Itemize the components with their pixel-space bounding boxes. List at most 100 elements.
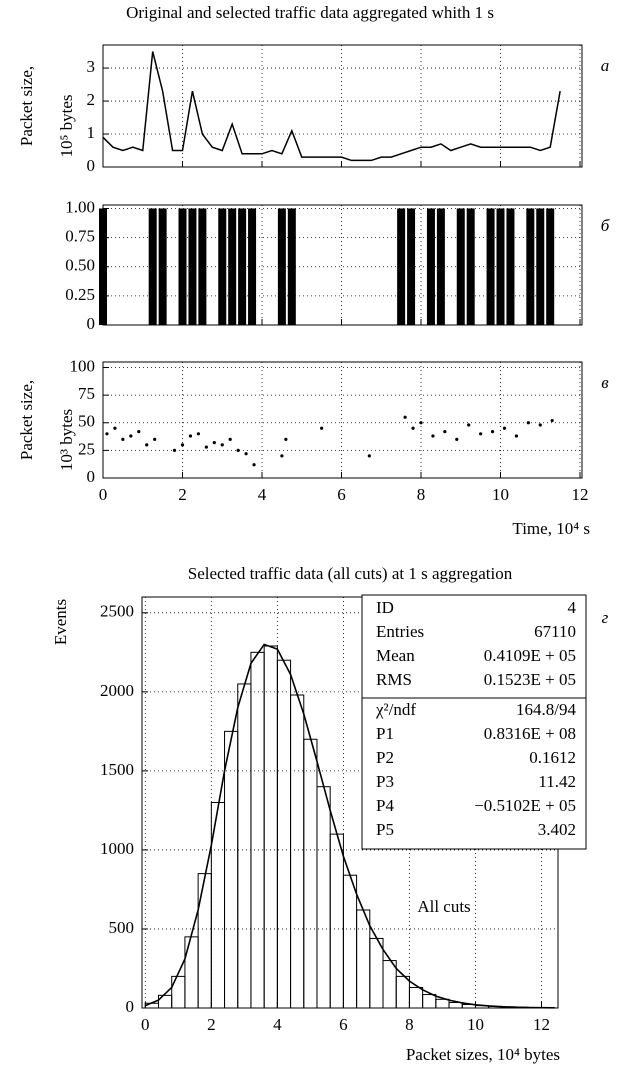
hist-bin — [237, 683, 252, 1009]
hist-bin — [342, 874, 358, 1009]
point — [113, 426, 117, 430]
x-tick-label: 10 — [492, 485, 509, 504]
point — [280, 454, 284, 458]
hist-bin — [408, 986, 424, 1009]
hist-bin — [435, 998, 450, 1009]
fit-stat-label: P3 — [376, 772, 394, 791]
x-tick-label: 2 — [178, 485, 187, 504]
x-tick-label: 8 — [417, 485, 426, 504]
point — [284, 437, 288, 441]
stat-label: Entries — [376, 622, 424, 641]
point — [467, 423, 471, 427]
state-bar — [178, 208, 187, 325]
panel-label: б — [601, 216, 610, 235]
point — [236, 448, 240, 452]
point — [196, 432, 201, 436]
panel-label: в — [601, 373, 609, 392]
fit-stat-label: P1 — [376, 724, 394, 743]
fit-curve — [144, 643, 555, 1009]
x-tick-label: 0 — [99, 485, 108, 504]
point — [443, 430, 447, 434]
x-tick-label: 12 — [572, 485, 589, 504]
state-bar — [148, 208, 157, 325]
y-tick-label: 0 — [87, 156, 96, 175]
hist-bin — [422, 994, 437, 1009]
data-line — [102, 51, 561, 162]
fit-stat-value: 164.8/94 — [516, 700, 576, 719]
y-tick-label: 25 — [78, 439, 95, 458]
hist-bin — [356, 909, 371, 1009]
point — [212, 441, 216, 445]
point — [431, 434, 435, 438]
state-bar — [546, 208, 555, 325]
point — [121, 437, 125, 441]
point — [367, 454, 371, 458]
x-tick-label: 6 — [337, 485, 346, 504]
hist-bin — [224, 730, 239, 1009]
state-bar — [397, 208, 406, 325]
x-tick-label: 8 — [405, 1015, 414, 1034]
stats-box — [361, 594, 587, 850]
point — [145, 443, 149, 447]
y-tick-label: 0 — [87, 467, 96, 486]
state-bar — [218, 208, 227, 325]
stat-label: ID — [376, 598, 394, 617]
hist-bin — [184, 936, 199, 1009]
point — [403, 415, 407, 419]
state-bar — [436, 208, 445, 325]
state-bar — [407, 208, 416, 325]
fit-stat-label: P5 — [376, 820, 394, 839]
stat-label: RMS — [376, 670, 412, 689]
state-bar — [248, 208, 257, 325]
y-tick-label: 1.00 — [65, 197, 95, 216]
point — [228, 437, 232, 441]
fit-stat-label: χ²/ndf — [375, 700, 416, 719]
hist-bin — [369, 937, 384, 1009]
panel-label: а — [601, 56, 610, 75]
hist-bin — [382, 960, 397, 1009]
y-axis-label: 10³ bytes — [57, 409, 76, 471]
y-tick-label: 1 — [87, 123, 96, 142]
hist-bin — [276, 659, 292, 1009]
point — [204, 445, 208, 449]
y-tick-label: 0 — [126, 997, 135, 1016]
hist-bin — [197, 873, 212, 1009]
fit-stat-value: 3.402 — [538, 820, 576, 839]
x-tick-label: 4 — [258, 485, 267, 504]
y-tick-label: 1000 — [100, 839, 134, 858]
chart-title: Selected traffic data (all cuts) at 1 s … — [188, 564, 513, 583]
state-bar — [456, 208, 465, 325]
y-axis-label: Packet size, — [17, 380, 36, 460]
point — [172, 448, 177, 452]
x-tick-label: 10 — [467, 1015, 484, 1034]
x-tick-label: 0 — [141, 1015, 150, 1034]
x-tick-label: 12 — [533, 1015, 550, 1034]
point — [320, 426, 324, 430]
y-tick-label: 100 — [70, 356, 96, 375]
point — [538, 423, 542, 427]
stat-value: 0.4109E + 05 — [484, 646, 576, 665]
state-bar — [188, 208, 197, 325]
x-tick-label: 4 — [273, 1015, 282, 1034]
point — [252, 463, 256, 467]
state-bar — [496, 208, 505, 325]
chart-title: Original and selected traffic data aggre… — [126, 3, 494, 22]
stat-value: 0.1523E + 05 — [484, 670, 576, 689]
state-bar — [466, 208, 475, 325]
y-tick-label: 2000 — [100, 681, 134, 700]
hist-bin — [329, 833, 344, 1009]
y-tick-label: 50 — [78, 412, 95, 431]
point — [479, 432, 483, 436]
hist-bin — [303, 738, 318, 1009]
state-bar — [506, 208, 515, 325]
point — [514, 434, 519, 438]
point — [502, 426, 507, 430]
y-tick-label: 75 — [78, 384, 95, 403]
y-tick-label: 0.75 — [65, 227, 95, 246]
fit-stat-value: 0.8316E + 08 — [484, 724, 576, 743]
point — [490, 430, 495, 434]
y-tick-label: 3 — [87, 57, 96, 76]
stat-value: 4 — [568, 598, 577, 617]
fit-stat-value: 11.42 — [538, 772, 576, 791]
